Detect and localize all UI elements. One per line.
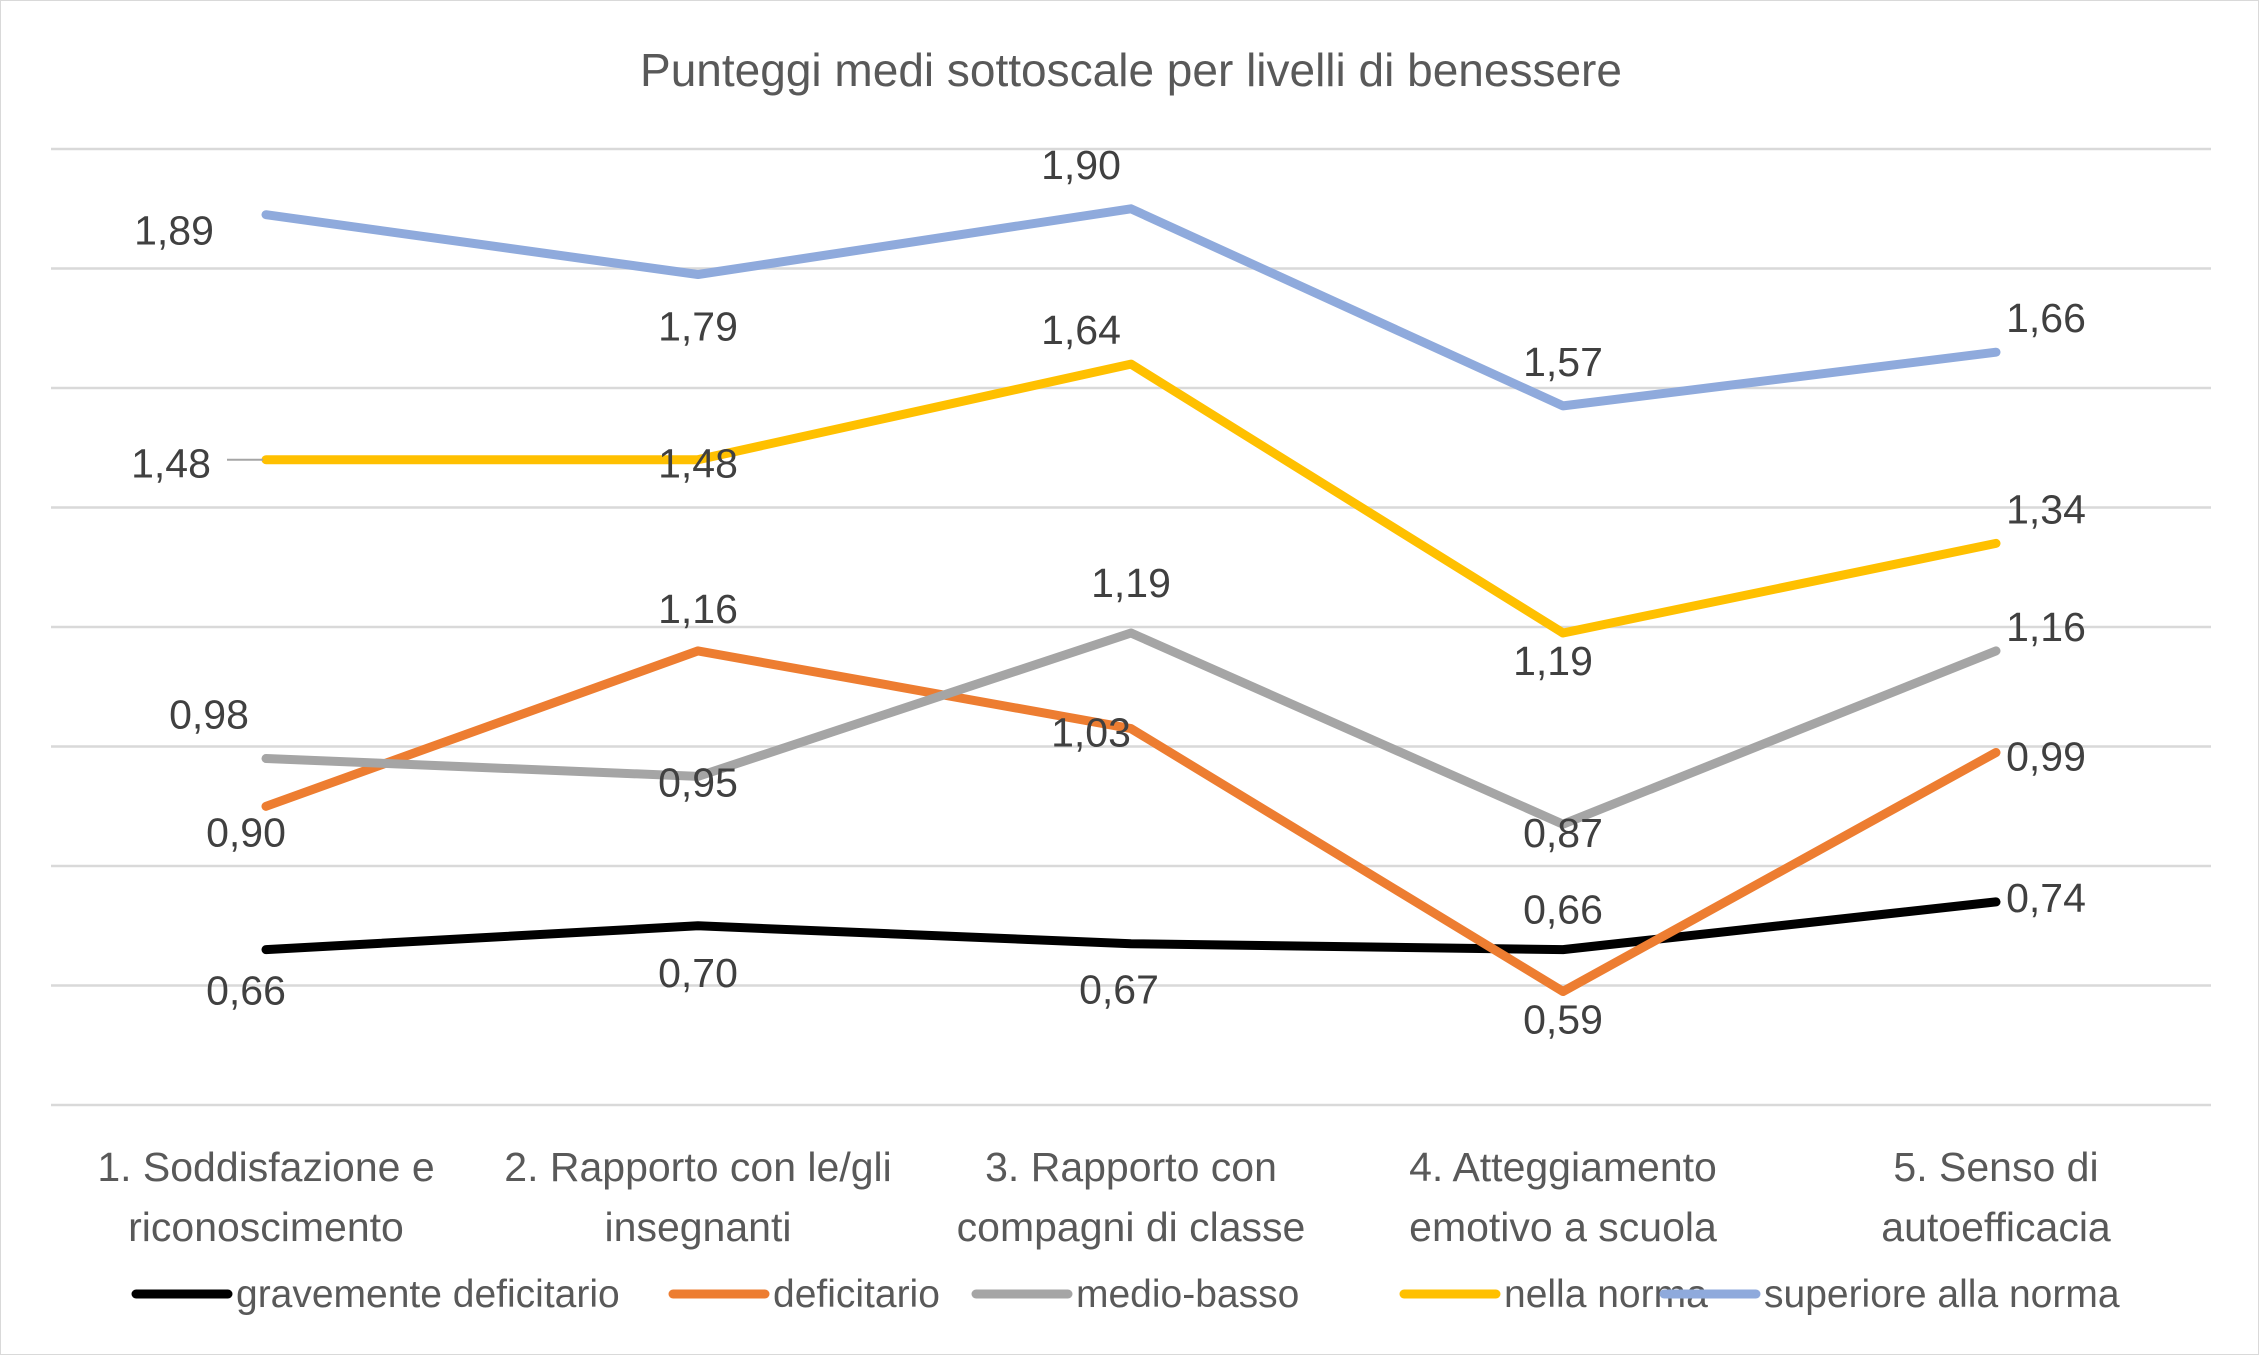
series-line-gravemente-deficitario bbox=[261, 897, 2001, 955]
series-line-nella-norma bbox=[261, 359, 2001, 638]
data-label: 1,57 bbox=[1523, 339, 1603, 385]
data-label: 0,66 bbox=[206, 968, 286, 1014]
data-label: 1,16 bbox=[658, 586, 738, 632]
legend-label: deficitario bbox=[773, 1273, 940, 1316]
category-label: 5. Senso di autoefficacia bbox=[1881, 1144, 2111, 1250]
chart-title: Punteggi medi sottoscale per livelli di … bbox=[640, 44, 1622, 96]
data-label: 1,48 bbox=[131, 441, 211, 487]
category-label: 1. Soddisfazione e riconoscimento bbox=[97, 1144, 434, 1250]
data-label: 0,67 bbox=[1079, 967, 1159, 1013]
data-label: 0,99 bbox=[2006, 733, 2086, 779]
data-label: 1,66 bbox=[2006, 295, 2086, 341]
data-labels: 0,66 0,70 0,67 0,66 0,74 0,90 1,16 1,03 0,59 0,99… bbox=[131, 142, 2086, 1043]
data-label: 1,34 bbox=[2006, 486, 2086, 532]
legend: gravemente deficitario deficitario medio-b… bbox=[131, 1273, 2120, 1316]
data-label: 1,19 bbox=[1513, 638, 1593, 684]
data-label: 1,89 bbox=[134, 208, 214, 254]
legend-label: superiore alla norma bbox=[1764, 1273, 2120, 1316]
category-label: 2. Rapporto con le/gli insegnanti bbox=[504, 1144, 891, 1250]
data-label: 0,66 bbox=[1523, 887, 1603, 933]
series-line-superiore-alla-norma bbox=[261, 204, 2001, 411]
data-label: 0,95 bbox=[658, 759, 738, 805]
data-label: 1,90 bbox=[1041, 142, 1121, 188]
data-label: 1,16 bbox=[2006, 604, 2086, 650]
series-line-medio-basso bbox=[261, 628, 2001, 829]
legend-label: gravemente deficitario bbox=[236, 1273, 620, 1316]
category-axis: 1. Soddisfazione e riconoscimento 2. Rappo… bbox=[97, 1144, 2111, 1250]
data-label: 1,64 bbox=[1041, 307, 1121, 353]
data-label: 0,74 bbox=[2006, 875, 2086, 921]
legend-label: medio-basso bbox=[1076, 1273, 1299, 1316]
data-label: 0,70 bbox=[658, 950, 738, 996]
data-label: 0,90 bbox=[206, 809, 286, 855]
data-label: 1,19 bbox=[1091, 560, 1171, 606]
category-label: 4. Atteggiamento emotivo a scuola bbox=[1409, 1144, 1717, 1250]
gridlines bbox=[51, 147, 2211, 1107]
data-label: 1,79 bbox=[658, 303, 738, 349]
data-label: 0,98 bbox=[169, 691, 249, 737]
data-label: 0,59 bbox=[1523, 996, 1603, 1042]
series-line-deficitario bbox=[261, 646, 2001, 996]
series-lines bbox=[227, 204, 2001, 996]
data-label: 1,03 bbox=[1051, 710, 1131, 756]
data-label: 0,87 bbox=[1523, 810, 1603, 856]
category-label: 3. Rapporto con compagni di classe bbox=[957, 1144, 1306, 1250]
data-label: 1,48 bbox=[658, 441, 738, 487]
